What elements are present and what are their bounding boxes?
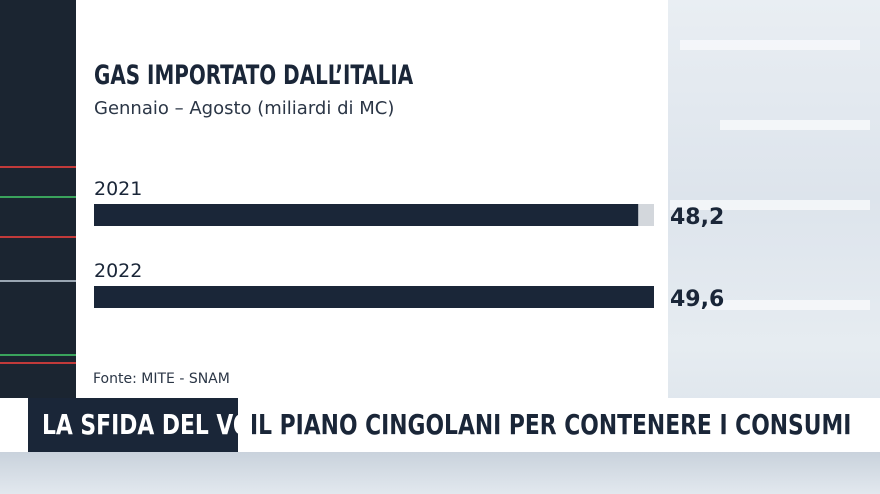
chart-subtitle: Gennaio – Agosto (miliardi di MC) bbox=[94, 98, 395, 119]
value-label: 48,2 bbox=[670, 205, 724, 230]
bar-chart: 2021 48,2 2022 49,6 bbox=[94, 178, 724, 312]
bottom-band bbox=[0, 452, 880, 494]
bar bbox=[94, 286, 654, 308]
chart-panel bbox=[76, 0, 668, 398]
source-note: Fonte: MITE - SNAM bbox=[93, 371, 230, 387]
headline-text: IL PIANO CINGOLANI PER CONTENERE I CONSU… bbox=[250, 408, 852, 441]
category-label: 2022 bbox=[94, 260, 142, 282]
program-label: LA SFIDA DEL VOTO bbox=[42, 408, 285, 441]
program-label-box: LA SFIDA DEL VOTO bbox=[28, 398, 285, 452]
chart-title: GAS IMPORTATO DALL’ITALIA bbox=[94, 60, 414, 91]
category-label: 2021 bbox=[94, 178, 142, 200]
value-label: 49,6 bbox=[670, 287, 724, 312]
bar bbox=[94, 204, 639, 226]
